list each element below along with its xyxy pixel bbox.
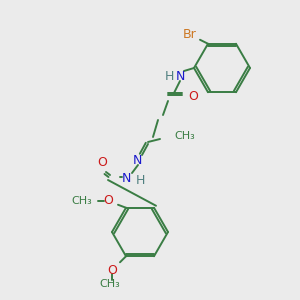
Text: N: N [175, 70, 185, 83]
Text: H: H [135, 175, 145, 188]
Text: O: O [97, 155, 107, 169]
Text: CH₃: CH₃ [174, 131, 195, 141]
Text: O: O [103, 194, 113, 207]
Text: H: H [164, 70, 174, 83]
Text: CH₃: CH₃ [100, 279, 120, 289]
Text: N: N [132, 154, 142, 166]
Text: O: O [107, 264, 117, 277]
Text: CH₃: CH₃ [71, 196, 92, 206]
Text: N: N [121, 172, 131, 184]
Text: O: O [188, 89, 198, 103]
Text: Br: Br [183, 28, 197, 41]
